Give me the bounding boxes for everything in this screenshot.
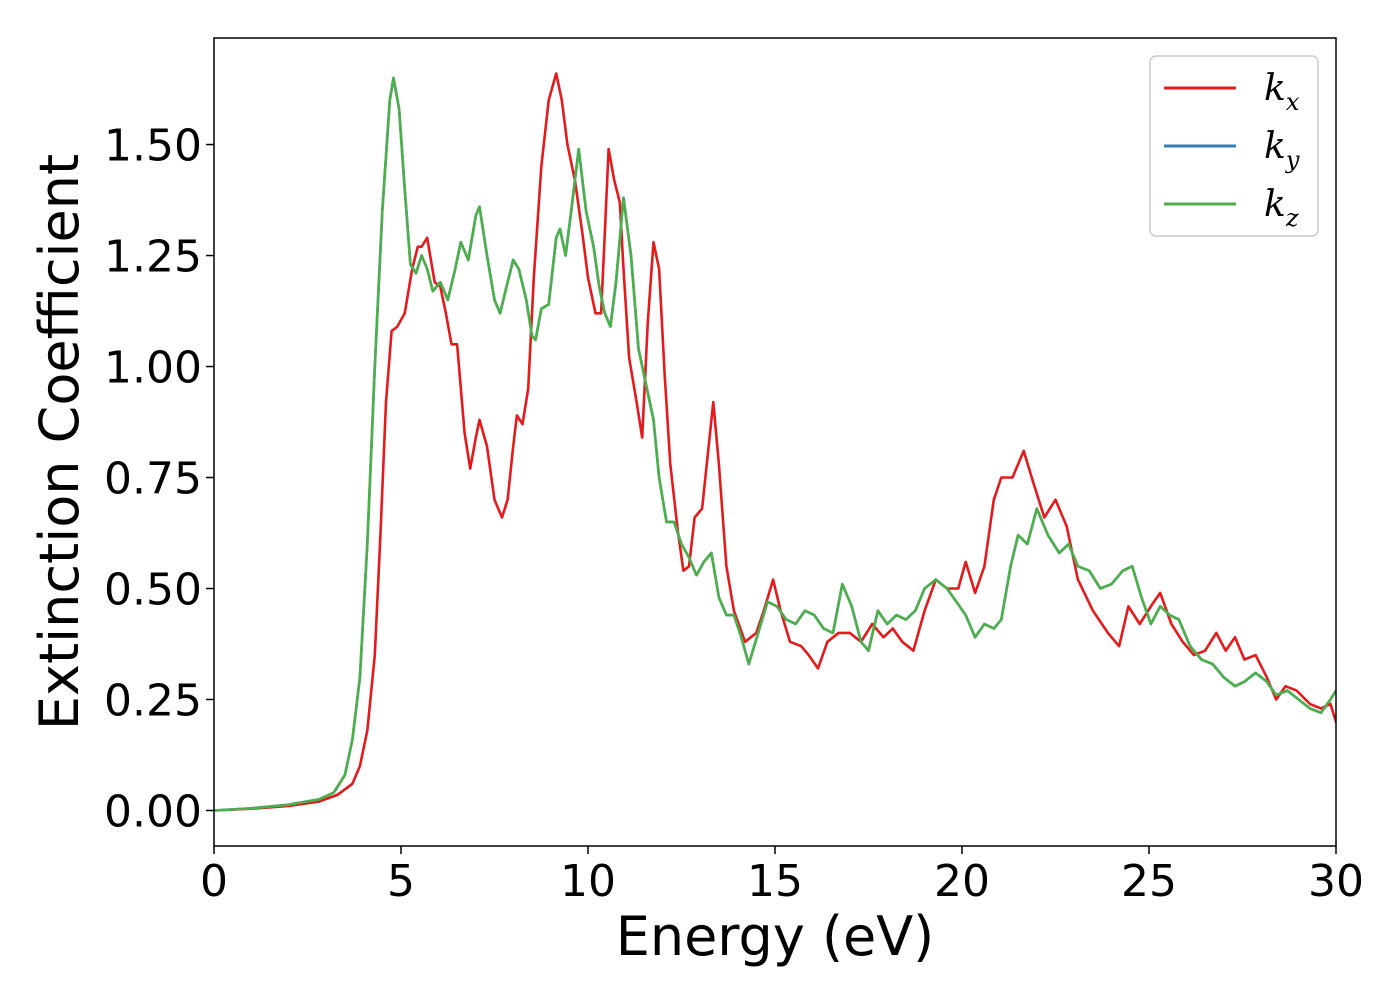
y-tick-label: 0.50: [104, 565, 202, 616]
x-tick-label: 20: [934, 856, 990, 907]
x-tick-label: 10: [560, 856, 616, 907]
legend-subscript: x: [1286, 88, 1300, 116]
legend-subscript: y: [1285, 146, 1300, 174]
series-line-kz: [214, 76, 1336, 812]
y-tick-label: 0.25: [104, 675, 202, 726]
legend-subscript: z: [1285, 204, 1299, 232]
y-tick-label: 0.75: [104, 454, 202, 505]
x-axis-title: Energy (eV): [616, 905, 935, 968]
x-tick-label: 0: [200, 856, 228, 907]
axis-ticks: 0 5 10 15 20 25 30 0.00 0.25 0.50 0.75 1.00 1.25 1.50: [104, 121, 1364, 907]
y-tick-label: 1.50: [104, 121, 202, 172]
x-tick-label: 5: [387, 856, 415, 907]
y-tick-label: 1.25: [104, 232, 202, 283]
y-axis-title: Extinction Coefficient: [28, 154, 91, 730]
x-tick-label: 15: [747, 856, 803, 907]
x-tick-label: 25: [1121, 856, 1177, 907]
series-line-kx: [214, 72, 1336, 812]
y-tick-label: 0.00: [104, 786, 202, 837]
x-tick-label: 30: [1308, 856, 1364, 907]
series-layer: [214, 72, 1336, 812]
y-tick-label: 1.00: [104, 343, 202, 394]
